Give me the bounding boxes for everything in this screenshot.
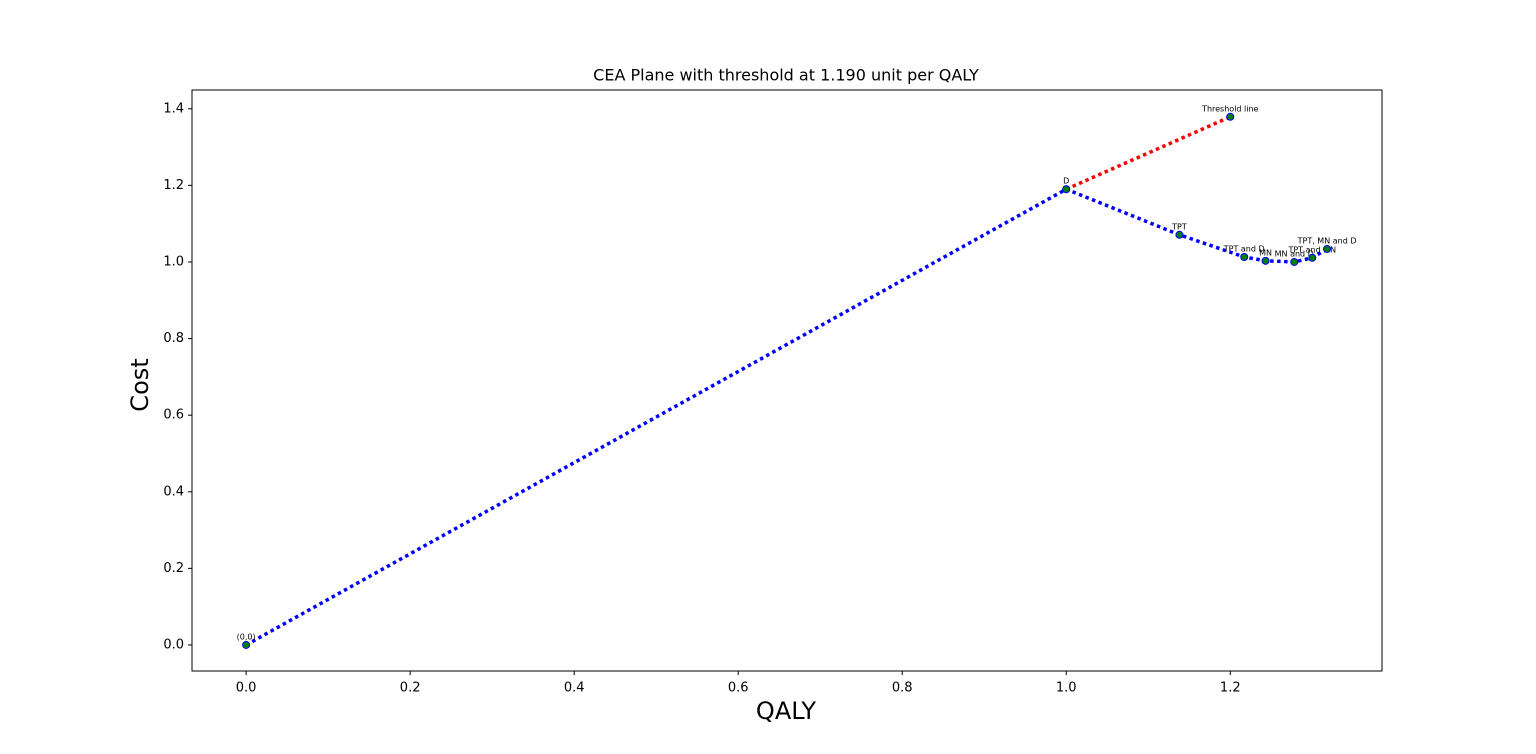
point bbox=[1062, 185, 1071, 194]
point bbox=[242, 640, 251, 649]
frontier-line bbox=[245, 187, 1328, 647]
point bbox=[1175, 230, 1184, 239]
y-tick-label: 0.2 bbox=[163, 561, 184, 576]
point-label: (0,0) bbox=[237, 632, 256, 641]
point bbox=[1240, 252, 1249, 261]
x-axis-label: QALY bbox=[756, 697, 816, 725]
y-tick-label: 1.4 bbox=[163, 101, 184, 116]
point bbox=[1226, 112, 1235, 121]
y-tick-label: 1.0 bbox=[163, 254, 184, 269]
y-tick-label: 0.0 bbox=[163, 637, 184, 652]
point-label: Threshold line bbox=[1201, 104, 1258, 113]
point-label: TPT and D bbox=[1223, 244, 1265, 253]
point-label: D bbox=[1063, 177, 1069, 186]
chart-title: CEA Plane with threshold at 1.190 unit p… bbox=[593, 66, 979, 85]
point bbox=[1261, 256, 1270, 265]
x-tick-label: 1.2 bbox=[1220, 681, 1241, 696]
x-tick-label: 0.0 bbox=[236, 681, 257, 696]
y-tick-label: 0.6 bbox=[163, 408, 184, 423]
point bbox=[1290, 257, 1299, 266]
x-tick-label: 0.4 bbox=[564, 681, 585, 696]
y-tick-label: 0.8 bbox=[163, 331, 184, 346]
point bbox=[1323, 244, 1332, 253]
point-label: TPT bbox=[1171, 222, 1187, 231]
x-tick-label: 1.0 bbox=[1056, 681, 1077, 696]
threshold-line bbox=[1065, 115, 1231, 191]
y-tick-label: 1.2 bbox=[163, 178, 184, 193]
plot-frame bbox=[191, 89, 1383, 672]
point-label: TPT and MN bbox=[1287, 245, 1336, 254]
x-tick-label: 0.2 bbox=[400, 681, 421, 696]
point bbox=[1308, 253, 1317, 262]
y-tick-label: 0.4 bbox=[163, 484, 184, 499]
x-tick-label: 0.6 bbox=[728, 681, 749, 696]
x-tick-label: 0.8 bbox=[892, 681, 913, 696]
point-label: MN and D bbox=[1275, 249, 1314, 258]
point-label: TPT, MN and D bbox=[1297, 236, 1357, 245]
y-axis-label: Cost bbox=[126, 358, 154, 411]
point-label: MN bbox=[1259, 248, 1272, 257]
